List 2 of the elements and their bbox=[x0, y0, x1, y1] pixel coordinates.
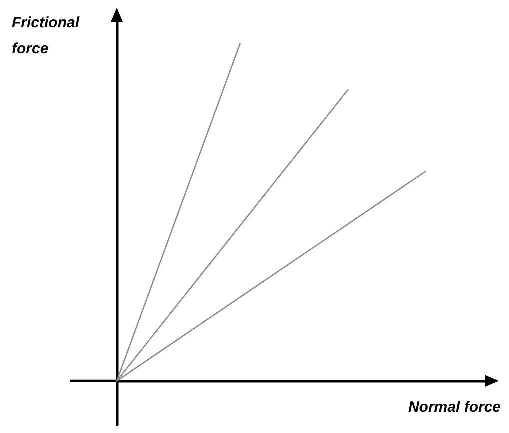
y-axis-title: Frictional force bbox=[12, 14, 84, 58]
x-axis-title: Normal force bbox=[408, 399, 502, 416]
